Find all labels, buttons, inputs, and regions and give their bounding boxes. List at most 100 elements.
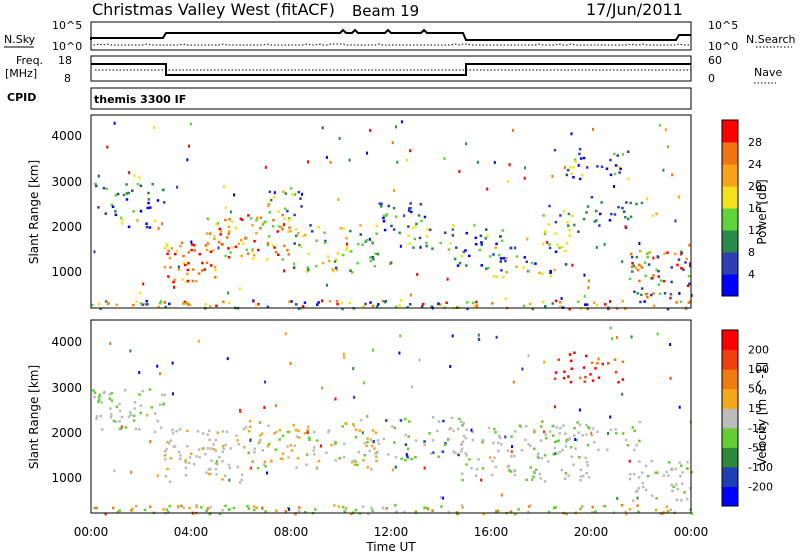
power-cell (245, 248, 248, 252)
velocity-cell (491, 473, 494, 477)
velocity-cell (162, 508, 165, 511)
power-cell (568, 228, 571, 232)
power-cell (423, 215, 427, 219)
freq-strip: Freq. [MHz] 18 8 60 0 Nave (5, 54, 782, 85)
velocity-cell (527, 354, 530, 358)
velocity-cell (492, 441, 495, 445)
power-cell (335, 300, 339, 303)
power-cell (563, 165, 566, 169)
power-cell (288, 226, 291, 229)
power-cell (93, 250, 96, 254)
velocity-cell (195, 455, 198, 458)
velocity-cell (129, 349, 132, 353)
power-cell (294, 193, 297, 196)
velocity-cell (343, 442, 346, 445)
power-cell (227, 301, 231, 305)
velocity-cell (650, 494, 654, 497)
power-heatmap (91, 120, 693, 311)
velocity-ytick-2000: 2000 (51, 426, 82, 440)
power-cell (269, 198, 273, 202)
power-ytick-4000: 4000 (51, 129, 82, 143)
velocity-cell (458, 417, 461, 421)
velocity-colorbar: 200 100 50 15 -15 -50 -100 -200 (721, 329, 773, 507)
power-cell (603, 242, 606, 246)
power-cell (413, 237, 416, 241)
velocity-cell (368, 449, 371, 453)
power-cell (151, 182, 154, 186)
velocity-cell (344, 507, 348, 510)
power-cell (445, 301, 448, 304)
power-cell (515, 265, 518, 268)
power-cell (194, 280, 198, 283)
velocity-cell (352, 424, 356, 428)
power-cell (127, 191, 130, 195)
power-cell (657, 269, 660, 273)
velocity-cell (686, 467, 689, 470)
power-cell (544, 305, 547, 308)
velocity-cell (432, 451, 435, 454)
velocity-cell (644, 488, 648, 492)
velocity-cell (393, 441, 396, 444)
freq-tick-top: 18 (58, 54, 72, 67)
power-cell (365, 239, 369, 242)
power-cell (504, 259, 507, 263)
power-cell (209, 305, 212, 308)
velocity-cell (680, 499, 683, 502)
velocity-cell (629, 473, 632, 476)
velocity-cell (171, 361, 174, 365)
power-cell (203, 268, 206, 271)
freq-tick-bottom: 8 (64, 72, 71, 85)
power-cell (460, 254, 464, 258)
power-cell (420, 305, 424, 308)
power-cell (514, 246, 517, 250)
power-cell (608, 219, 612, 222)
velocity-cell (584, 456, 587, 460)
velocity-cell (288, 507, 291, 511)
power-cell (595, 209, 598, 213)
velocity-cell (495, 335, 498, 339)
power-cell (392, 206, 396, 210)
xtick-0800: 08:00 (274, 525, 309, 539)
velocity-cell (533, 430, 536, 434)
power-cell (331, 268, 335, 271)
velocity-cell (540, 457, 544, 460)
power-cell (558, 246, 561, 250)
power-cell (188, 144, 190, 148)
velocity-cell (239, 410, 242, 414)
power-cell (380, 202, 383, 206)
velocity-cell (406, 447, 410, 451)
power-cell (281, 213, 284, 217)
power-cell (451, 234, 455, 237)
velocity-cell (258, 421, 262, 424)
velocity-cell (423, 440, 426, 443)
velocity-cell (614, 371, 618, 374)
velocity-cell (468, 458, 471, 461)
velocity-cell (249, 420, 252, 423)
power-cell (662, 279, 666, 283)
velocity-cell (471, 438, 475, 442)
power-cell (283, 217, 286, 220)
power-cell (617, 205, 620, 209)
power-cell (409, 293, 412, 297)
power-cell (335, 268, 339, 271)
power-cell (364, 302, 367, 306)
power-cell (383, 300, 387, 304)
velocity-cell (138, 428, 141, 431)
velocity-cell (109, 415, 113, 419)
velocity-cell (537, 456, 540, 460)
velocity-cell (166, 467, 169, 471)
velocity-cell (431, 509, 434, 512)
power-cell (548, 243, 551, 246)
power-cell (138, 176, 141, 180)
velocity-cell (110, 399, 114, 402)
velocity-cell (614, 432, 618, 435)
velocity-cell (403, 510, 406, 514)
power-cell (183, 302, 186, 305)
velocity-cell (493, 456, 496, 459)
colorbar-tick: 8 (748, 246, 755, 259)
velocity-cell (460, 447, 464, 450)
power-cell (161, 188, 165, 192)
velocity-cell (286, 430, 290, 434)
velocity-cell (440, 505, 443, 508)
power-cell (630, 265, 634, 269)
